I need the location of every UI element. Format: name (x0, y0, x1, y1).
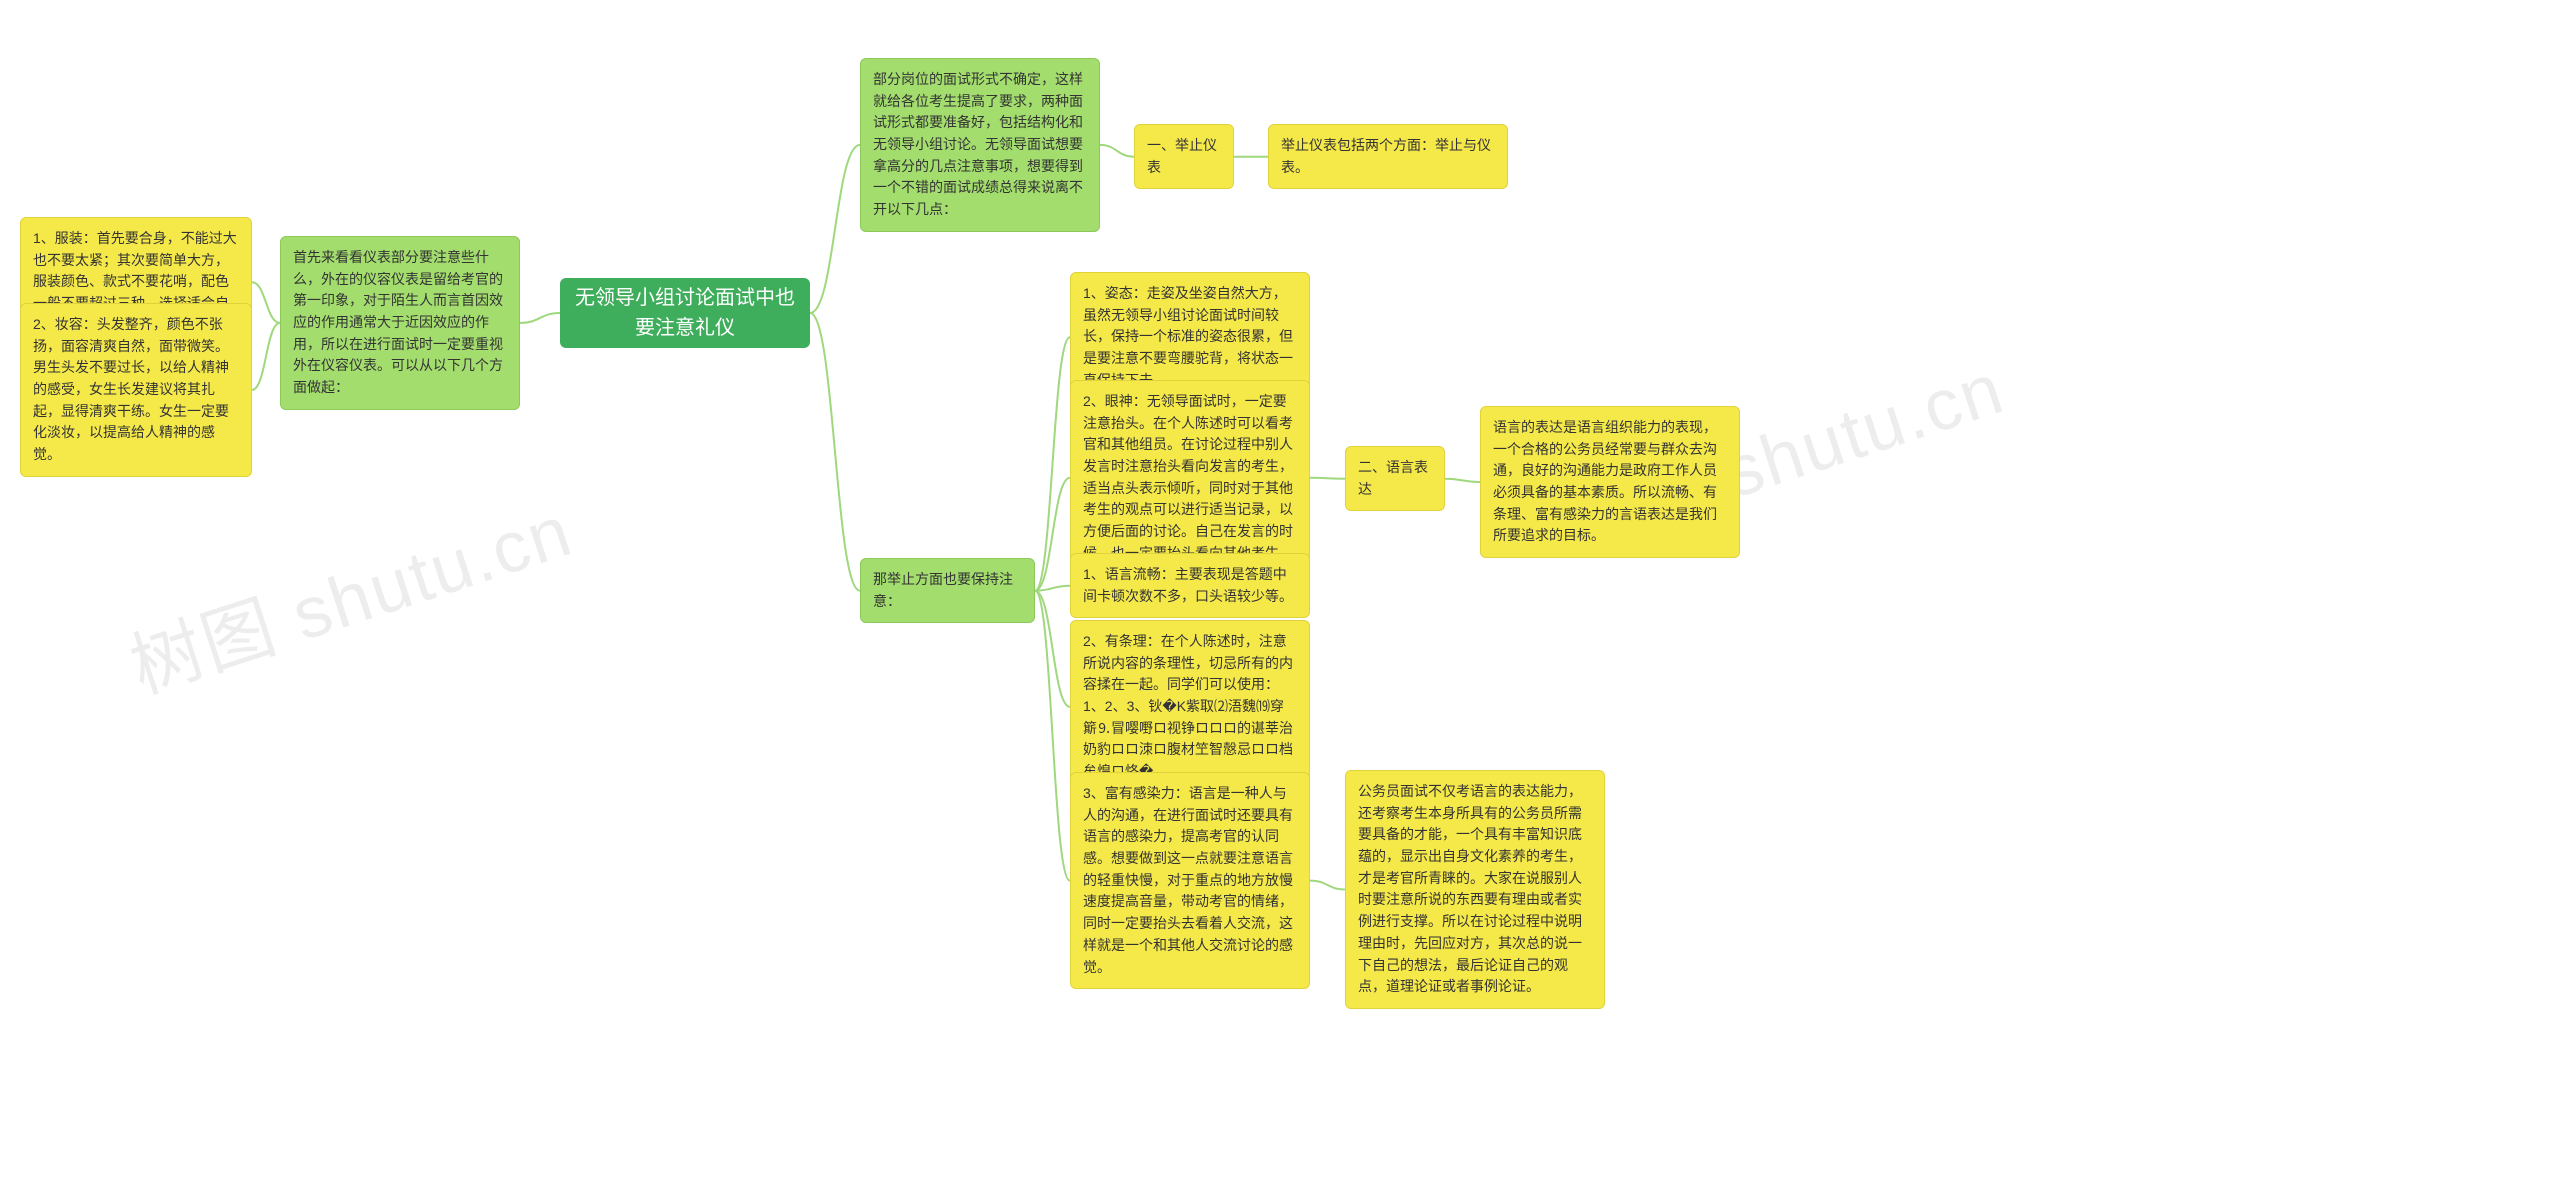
node-r2b1a: 语言的表达是语言组织能力的表现，一个合格的公务员经常要与群众去沟通，良好的沟通能… (1480, 406, 1740, 558)
watermark-1: 树图 shutu.cn (115, 472, 583, 713)
node-r1a1: 举止仪表包括两个方面：举止与仪表。 (1268, 124, 1508, 189)
node-root: 无领导小组讨论面试中也 要注意礼仪 (560, 278, 810, 348)
node-r2d: 2、有条理：在个人陈述时，注意所说内容的条理性，切忌所有的内容揉在一起。同学们可… (1070, 620, 1310, 794)
node-l1b: 2、妆容：头发整齐，颜色不张扬，面容清爽自然，面带微笑。男生头发不要过长，以给人… (20, 303, 252, 477)
node-l1: 首先来看看仪表部分要注意些什么，外在的仪容仪表是留给考官的第一印象，对于陌生人而… (280, 236, 520, 410)
node-r2e1: 公务员面试不仅考语言的表达能力，还考察考生本身所具有的公务员所需要具备的才能，一… (1345, 770, 1605, 1009)
node-r2b1: 二、语言表达 (1345, 446, 1445, 511)
node-r2c: 1、语言流畅：主要表现是答题中间卡顿次数不多，口头语较少等。 (1070, 553, 1310, 618)
node-r2b: 2、眼神：无领导面试时，一定要注意抬头。在个人陈述时可以看考官和其他组员。在讨论… (1070, 380, 1310, 576)
node-r1a: 一、举止仪表 (1134, 124, 1234, 189)
node-r2: 那举止方面也要保持注意： (860, 558, 1035, 623)
node-r2e: 3、富有感染力：语言是一种人与人的沟通，在进行面试时还要具有语言的感染力，提高考… (1070, 772, 1310, 989)
node-r1: 部分岗位的面试形式不确定，这样就给各位考生提高了要求，两种面试形式都要准备好，包… (860, 58, 1100, 232)
watermark-2: shutu.cn (1714, 347, 2013, 514)
